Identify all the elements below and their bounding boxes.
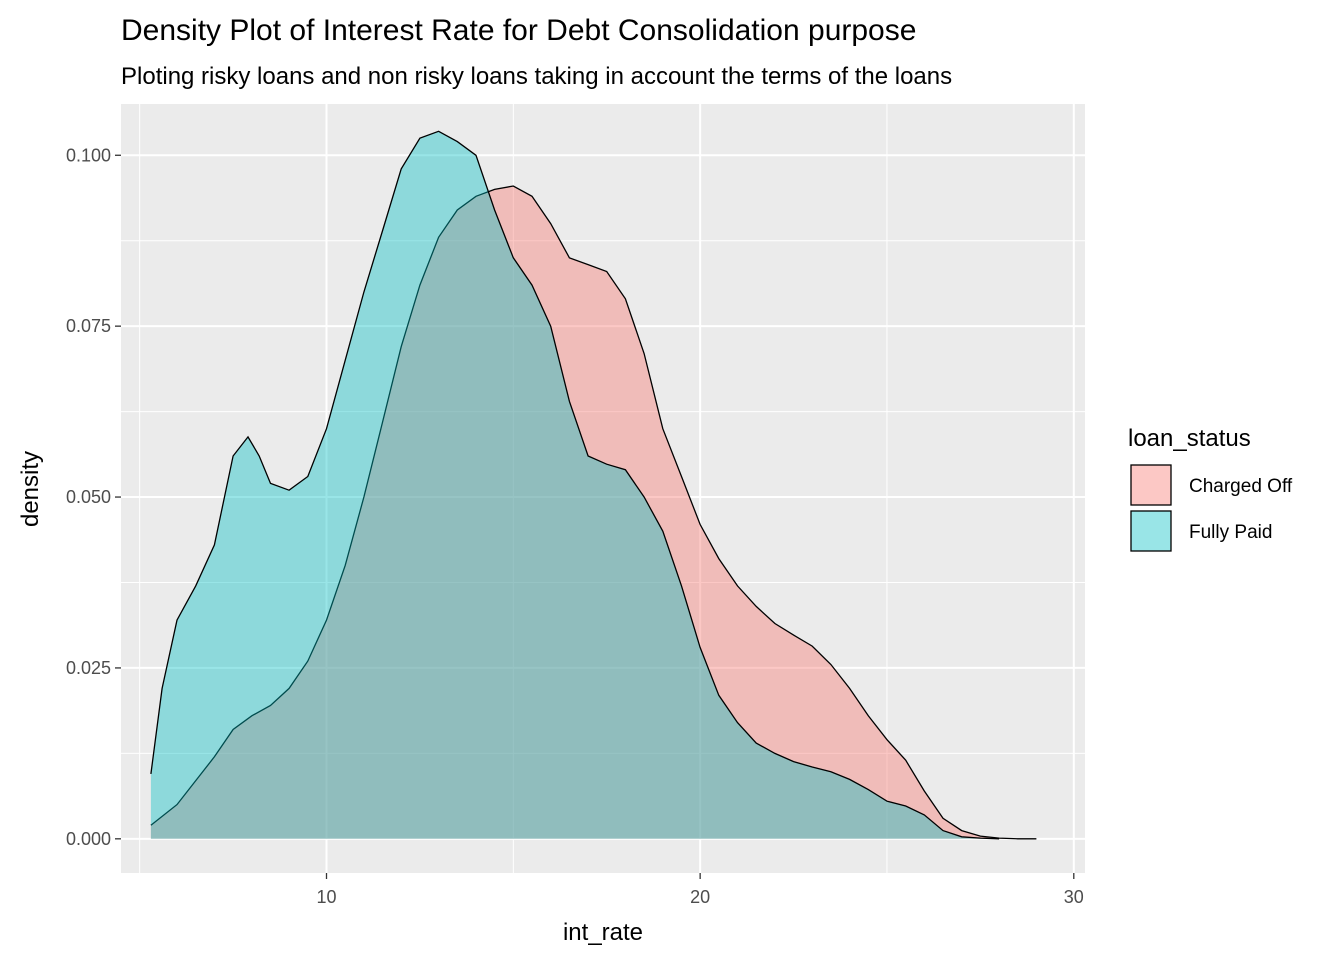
minor-gridlines: [121, 104, 1085, 873]
y-tick-label: 0.075: [66, 316, 111, 336]
x-axis-title: int_rate: [563, 919, 643, 946]
chart-title: Density Plot of Interest Rate for Debt C…: [121, 14, 916, 47]
density-areas: [150, 130, 1037, 840]
x-tick-label: 10: [316, 887, 336, 907]
chart-subtitle: Ploting risky loans and non risky loans …: [121, 63, 952, 90]
density-line-fully-paid: [150, 130, 1000, 840]
density-line-charged-off: [150, 185, 1037, 840]
x-tick-label: 30: [1064, 887, 1084, 907]
x-axis-ticks: 10 20 30: [316, 873, 1084, 907]
x-tick-label: 20: [690, 887, 710, 907]
legend-swatch-fully-paid: [1130, 510, 1172, 552]
legend-label-fully-paid: Fully Paid: [1189, 522, 1272, 543]
legend-label-charged-off: Charged Off: [1189, 476, 1293, 497]
legend-title: loan_status: [1128, 425, 1251, 452]
major-gridlines: [121, 104, 1085, 873]
y-axis-title: density: [17, 451, 44, 527]
y-tick-label: 0.000: [66, 829, 111, 849]
y-tick-label: 0.050: [66, 487, 111, 507]
legend-key-bg: [1130, 510, 1172, 552]
y-tick-label: 0.100: [66, 145, 111, 165]
plot-panel: [121, 104, 1085, 873]
density-area-fully-paid: [150, 131, 1000, 839]
legend-swatch-charged-off: [1130, 464, 1172, 506]
y-axis-ticks: 0.000 0.025 0.050 0.075 0.100: [66, 145, 121, 849]
y-tick-label: 0.025: [66, 658, 111, 678]
density-area-charged-off: [150, 186, 1037, 839]
legend: loan_status Charged Off Fully Paid: [1128, 425, 1293, 552]
legend-key-bg: [1130, 464, 1172, 506]
